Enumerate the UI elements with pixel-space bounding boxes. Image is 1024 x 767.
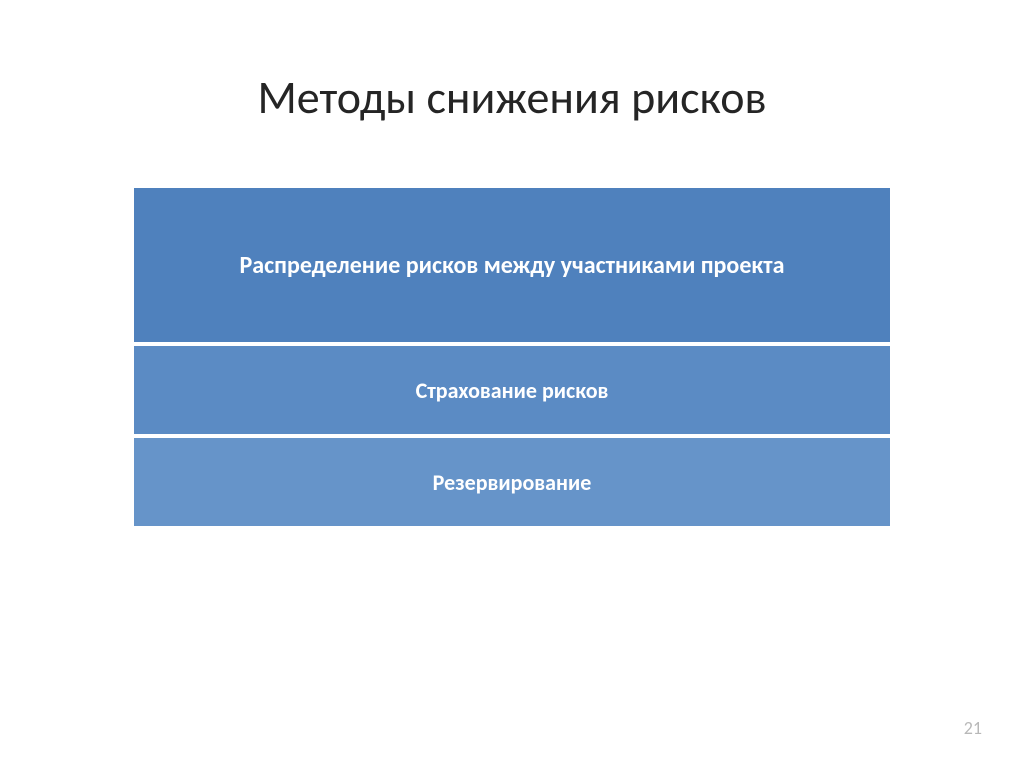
block-label: Распределение рисков между участниками п… (240, 251, 785, 280)
block-item-1: Распределение рисков между участниками п… (132, 186, 892, 344)
slide-title: Методы снижения рисков (0, 0, 1024, 186)
page-number: 21 (964, 717, 982, 739)
block-item-2: Страхование рисков (132, 344, 892, 436)
block-label: Резервирование (433, 469, 592, 496)
block-item-3: Резервирование (132, 436, 892, 528)
blocks-container: Распределение рисков между участниками п… (132, 186, 892, 528)
block-label: Страхование рисков (416, 377, 609, 404)
